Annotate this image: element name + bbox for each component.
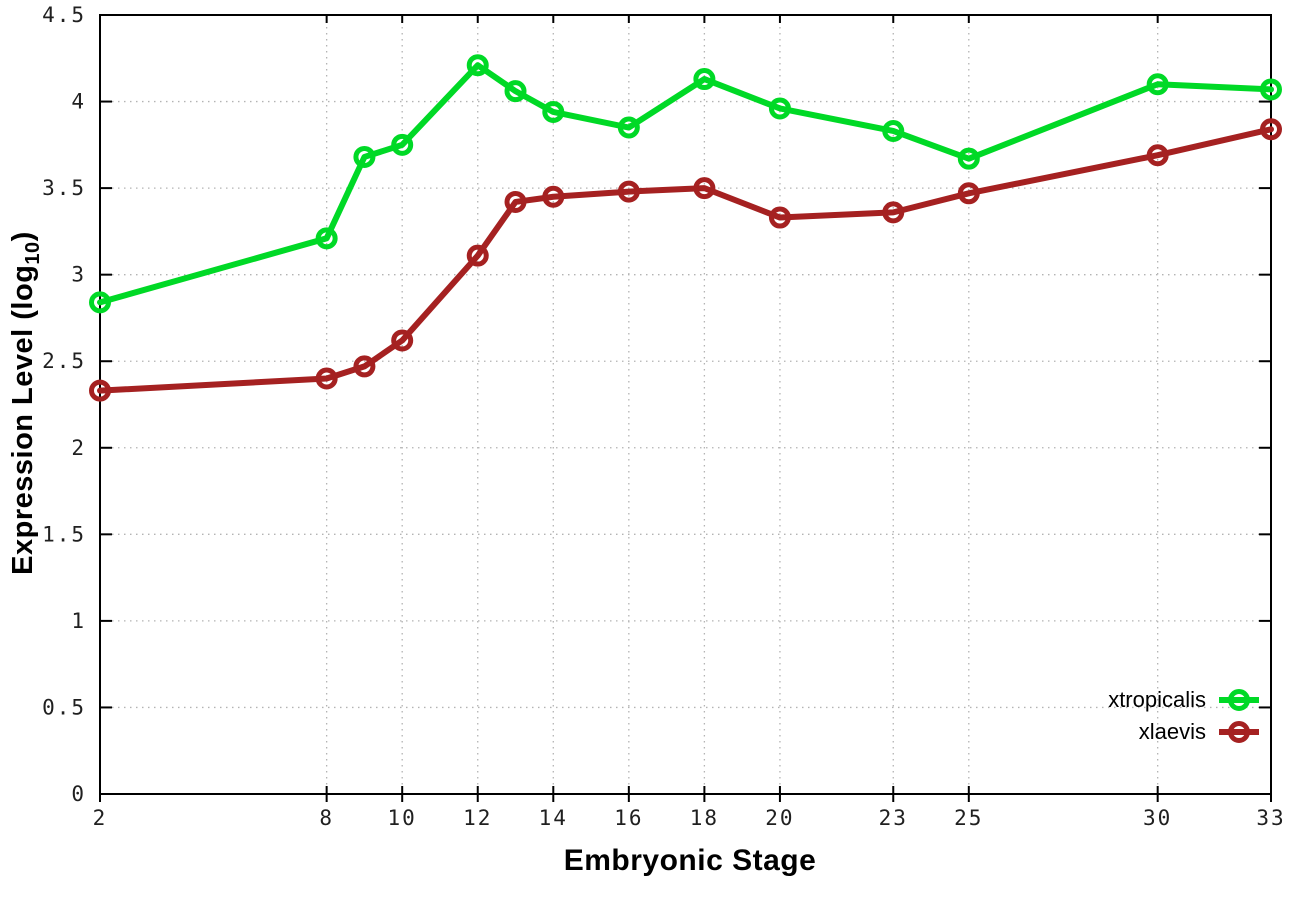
data-point-xtropicalis: [1260, 78, 1282, 101]
data-point-xlaevis: [693, 177, 716, 200]
data-point-xtropicalis: [882, 119, 905, 142]
y-axis-title-suffix: ): [7, 231, 40, 242]
data-point-xlaevis: [89, 379, 111, 402]
data-point-xtropicalis: [768, 97, 791, 120]
x-tick-label: 10: [388, 806, 417, 830]
x-tick-label: 23: [879, 806, 908, 830]
data-point-xtropicalis: [693, 68, 716, 91]
data-point-xlaevis: [391, 329, 414, 352]
data-point-xlaevis: [353, 355, 376, 378]
legend-item-xlaevis: xlaevis: [1139, 717, 1262, 747]
data-point-xtropicalis: [504, 80, 527, 103]
data-point-xlaevis: [768, 206, 791, 229]
x-tick-label: 33: [1256, 806, 1285, 830]
y-axis-title-main: Expression Level (log: [7, 264, 40, 575]
x-tick-label: 12: [463, 806, 492, 830]
data-point-xlaevis: [504, 190, 527, 213]
legend-marker-xtropicalis: [1219, 689, 1259, 711]
data-point-xlaevis: [542, 185, 565, 208]
y-tick-label: 2: [71, 436, 86, 460]
legend-marker-xlaevis: [1219, 721, 1259, 743]
data-point-xlaevis: [617, 180, 640, 203]
data-point-xlaevis: [882, 201, 905, 224]
x-tick-label: 25: [954, 806, 983, 830]
y-tick-label: 4.5: [42, 3, 86, 27]
legend: xtropicalis xlaevis: [1108, 685, 1262, 747]
y-tick-label: 4: [71, 90, 86, 114]
data-point-xlaevis: [315, 367, 338, 390]
plot-border: [99, 14, 1272, 795]
series-line-xlaevis: [97, 126, 1274, 394]
data-point-xlaevis: [466, 244, 489, 267]
x-tick-label: 30: [1143, 806, 1172, 830]
legend-label-xtropicalis: xtropicalis: [1108, 687, 1206, 712]
series-line-xtropicalis: [97, 62, 1274, 306]
x-tick-label: 18: [690, 806, 719, 830]
data-point-xtropicalis: [315, 227, 338, 250]
x-tick-label: 20: [765, 806, 794, 830]
y-tick-label: 2.5: [42, 349, 86, 373]
x-axis-title: Embryonic Stage: [563, 844, 817, 877]
x-tick-label: 2: [93, 806, 108, 830]
data-point-xtropicalis: [542, 100, 565, 123]
data-point-xtropicalis: [466, 54, 489, 77]
y-tick-label: 1: [71, 609, 86, 633]
data-point-xtropicalis: [957, 147, 980, 170]
data-point-xtropicalis: [89, 291, 111, 314]
data-point-xtropicalis: [353, 145, 376, 168]
data-point-xlaevis: [1260, 118, 1282, 141]
y-tick-label: 0: [71, 782, 86, 806]
data-point-xtropicalis: [1146, 73, 1169, 96]
y-axis-title: Expression Level (log10): [7, 231, 45, 575]
x-tick-label: 16: [614, 806, 643, 830]
x-tick-label: 8: [319, 806, 334, 830]
y-tick-label: 3.5: [42, 176, 86, 200]
y-tick-label: 0.5: [42, 695, 86, 719]
data-point-xlaevis: [1146, 144, 1169, 167]
data-point-xlaevis: [957, 182, 980, 205]
legend-item-xtropicalis: xtropicalis: [1108, 685, 1262, 715]
legend-label-xlaevis: xlaevis: [1138, 719, 1206, 744]
y-tick-label: 1.5: [42, 522, 86, 546]
data-point-xtropicalis: [617, 116, 640, 139]
data-point-xtropicalis: [391, 133, 414, 156]
y-tick-label: 3: [71, 263, 86, 287]
x-tick-label: 14: [539, 806, 568, 830]
y-axis-title-sub: 10: [21, 241, 44, 265]
